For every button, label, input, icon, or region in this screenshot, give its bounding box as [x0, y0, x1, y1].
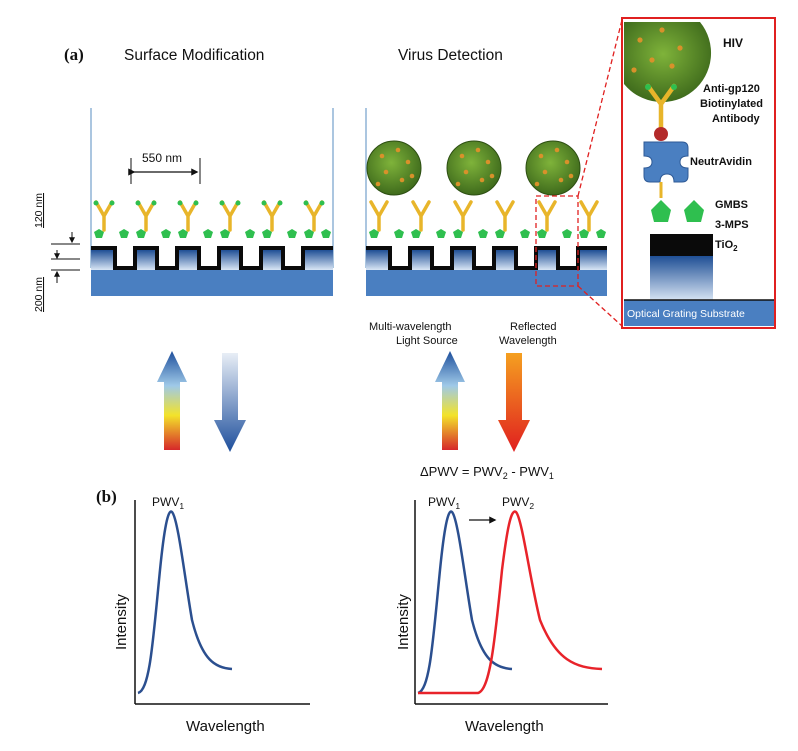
- tio2-layer: [650, 234, 713, 256]
- sensor-virus-detection: [365, 19, 623, 327]
- gmbs-linker-1: [651, 200, 671, 222]
- label-right-peak2: PWV2: [502, 495, 534, 511]
- label-left-peak: PWV1: [152, 495, 184, 511]
- curve-pwv1-right: [417, 510, 513, 695]
- arrow-down-left: [214, 353, 246, 452]
- zoom-region-box: [535, 195, 579, 287]
- label-substrate: Optical Grating Substrate: [627, 308, 745, 320]
- curve-pwv2-right: [418, 510, 603, 695]
- label-tio2: TiO2: [715, 239, 738, 253]
- label-multi-1: Multi-wavelength: [369, 321, 452, 333]
- antibodies: [94, 200, 324, 232]
- heading-surface-modification: Surface Modification: [124, 47, 264, 64]
- label-gmbs: GMBS: [715, 199, 748, 211]
- plot-left: PWV1 Intensity Wavelength: [113, 495, 310, 735]
- ylabel-right: Intensity: [395, 594, 412, 650]
- optical-substrate: [624, 300, 774, 326]
- label-right-peak1: PWV1: [428, 495, 460, 511]
- thickness-label: 200 nm: [33, 277, 45, 312]
- antibody-tips: [93, 200, 325, 206]
- ylabel-left: Intensity: [113, 594, 130, 650]
- linkers: [94, 229, 331, 238]
- heading-virus-detection: Virus Detection: [398, 47, 503, 64]
- xlabel-left: Wavelength: [186, 718, 265, 735]
- label-3mps: 3-MPS: [715, 219, 749, 231]
- gmbs-linker-2: [684, 200, 704, 222]
- panel-label-a: (a): [64, 45, 84, 64]
- substrate-base: [91, 270, 333, 296]
- curve-pwv1-left: [137, 510, 233, 695]
- arrow-up-right: [435, 351, 465, 450]
- label-hiv: HIV: [723, 36, 743, 50]
- label-antibody-3: Antibody: [712, 113, 761, 125]
- xlabel-right: Wavelength: [465, 718, 544, 735]
- height-dimensions: 120 nm 200 nm: [33, 193, 80, 312]
- label-refl-2: Wavelength: [499, 335, 557, 347]
- inset-detail: HIV Anti-gp120 Biotinylated Antibody Neu…: [621, 17, 776, 329]
- sensor-surface-modification: 550 nm: [90, 108, 334, 296]
- label-antibody-2: Biotinylated: [700, 98, 763, 110]
- period-label: 550 nm: [142, 151, 182, 165]
- grating-teeth: [91, 250, 333, 270]
- label-multi-2: Light Source: [396, 335, 458, 347]
- label-neutravidin: NeutrAvidin: [690, 156, 752, 168]
- label-refl-1: Reflected: [510, 321, 556, 333]
- virus-particle-2: [446, 140, 502, 196]
- panel-label-b: (b): [96, 487, 117, 506]
- virus-particle-1: [366, 140, 422, 196]
- virus-particle-3: [525, 140, 581, 196]
- equation-delta-pwv: ΔPWV = PWV2 - PWV1: [420, 464, 554, 481]
- label-antibody-1: Anti-gp120: [703, 83, 760, 95]
- grating-tooth: [650, 256, 713, 301]
- biotin-dot: [654, 127, 668, 141]
- zoom-line-top: [577, 19, 623, 197]
- arrow-down-red: [498, 353, 530, 452]
- inset-virus: [624, 22, 712, 103]
- zoom-line-bottom: [577, 285, 623, 327]
- tio2-coating: [91, 246, 333, 270]
- arrow-up-left: [157, 351, 187, 450]
- depth-label: 120 nm: [33, 193, 45, 228]
- plot-right: PWV1 PWV2 Intensity Wavelength: [395, 495, 608, 735]
- neutravidin-shape: [643, 141, 689, 183]
